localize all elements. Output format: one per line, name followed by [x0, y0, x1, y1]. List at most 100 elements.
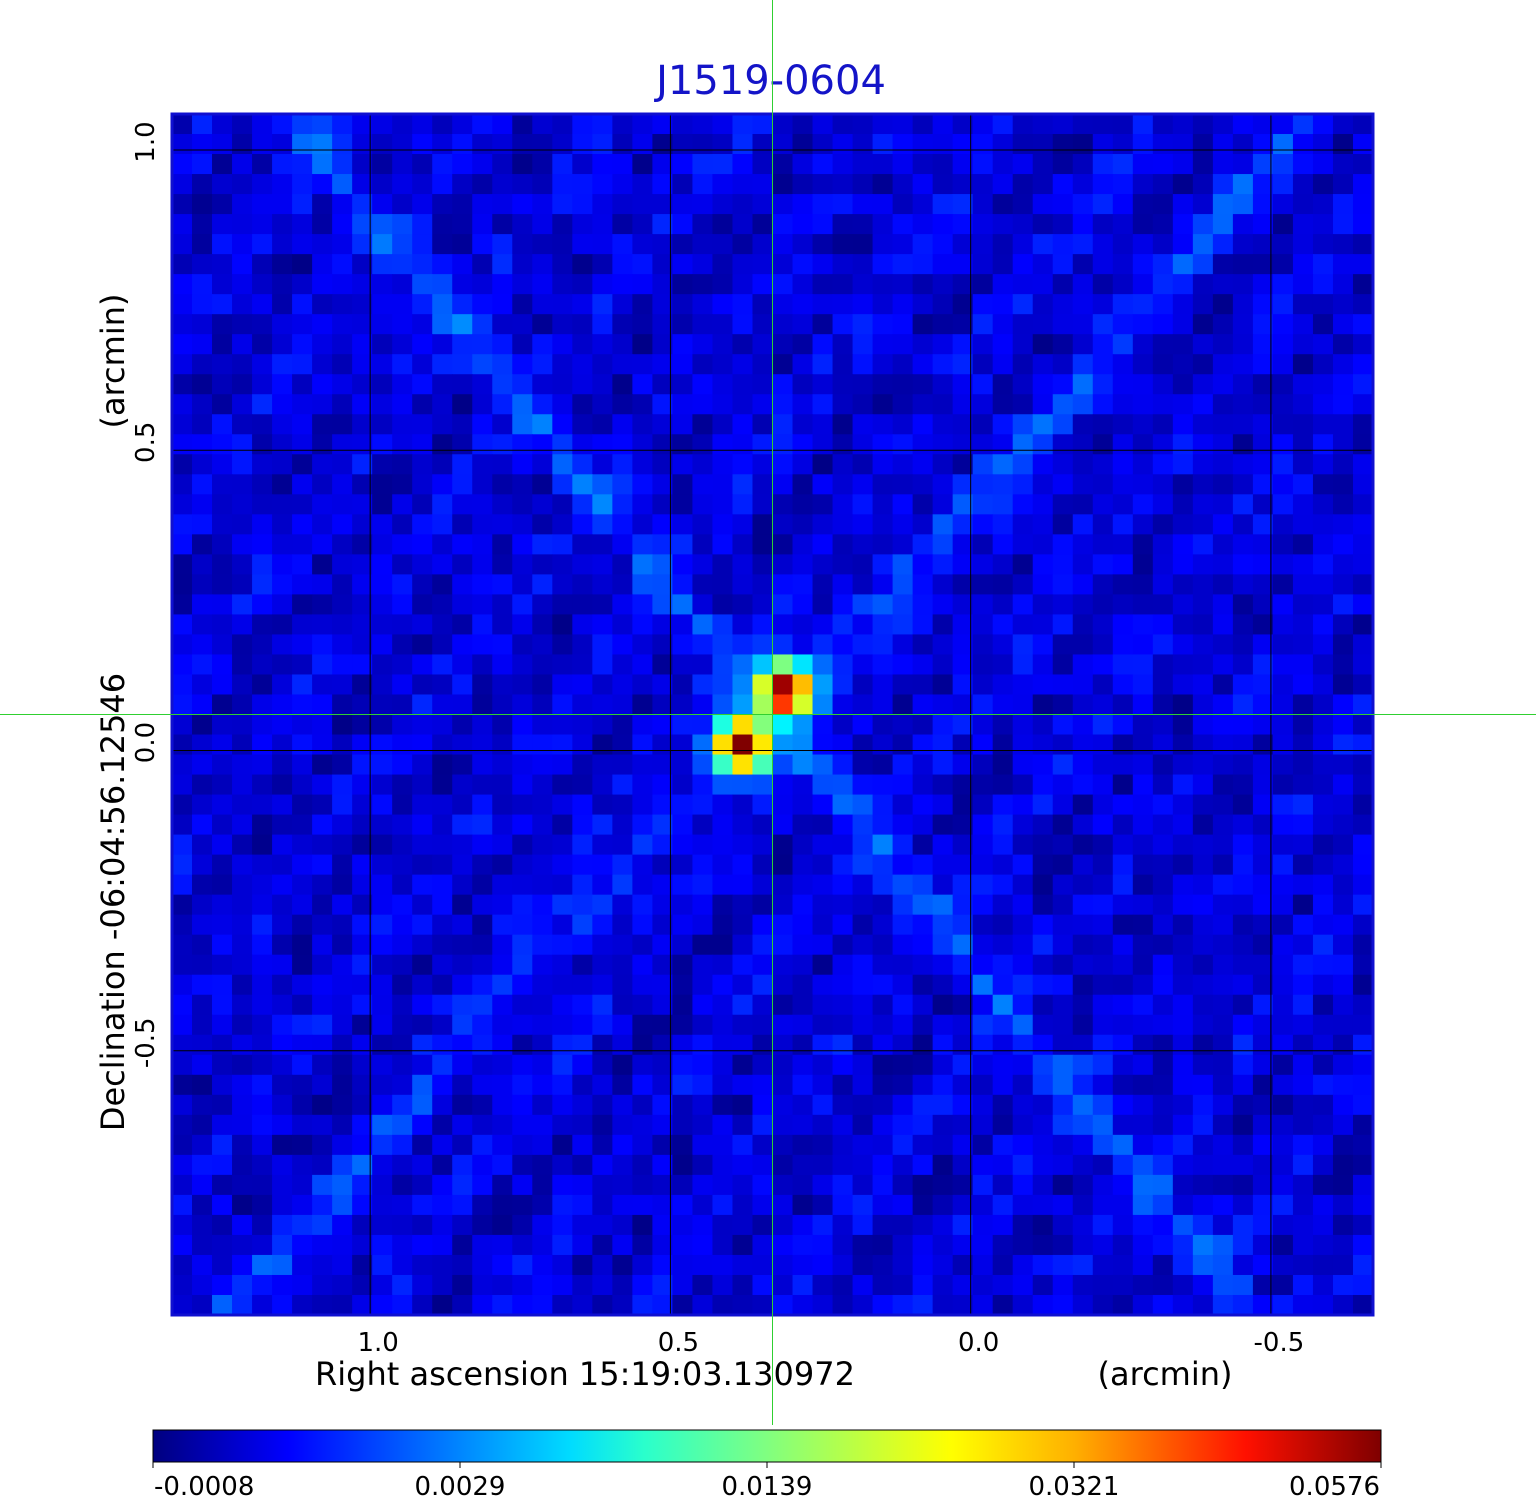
image-pixel	[1252, 1174, 1274, 1196]
image-pixel	[892, 1214, 914, 1236]
image-pixel	[992, 554, 1014, 575]
image-pixel	[692, 314, 714, 335]
image-pixel	[652, 114, 674, 135]
image-pixel	[852, 714, 874, 736]
image-pixel	[912, 394, 934, 415]
image-pixel	[612, 934, 633, 956]
image-pixel	[632, 454, 653, 475]
image-pixel	[592, 274, 613, 295]
image-pixel	[612, 714, 633, 736]
image-pixel	[972, 314, 994, 335]
image-pixel	[452, 1194, 473, 1216]
image-pixel	[1252, 834, 1274, 856]
image-pixel	[732, 1094, 754, 1116]
image-pixel	[612, 1194, 633, 1216]
image-pixel	[432, 914, 453, 936]
image-pixel	[792, 574, 814, 595]
image-pixel	[632, 1034, 653, 1056]
image-pixel	[1272, 994, 1294, 1016]
image-pixel	[932, 434, 954, 455]
image-pixel	[352, 374, 373, 395]
image-pixel	[1072, 594, 1094, 616]
image-pixel	[1192, 1254, 1214, 1276]
image-pixel	[872, 134, 894, 155]
image-pixel	[412, 314, 433, 335]
image-pixel	[1072, 1074, 1094, 1096]
image-pixel	[1292, 274, 1314, 295]
image-pixel	[1052, 454, 1074, 475]
image-pixel	[1272, 774, 1294, 796]
image-pixel	[972, 1254, 994, 1276]
image-pixel	[992, 854, 1014, 876]
image-pixel	[952, 1034, 974, 1056]
image-pixel	[812, 1174, 834, 1196]
image-pixel	[1132, 614, 1154, 636]
image-pixel	[1332, 674, 1354, 696]
image-pixel	[592, 1014, 613, 1036]
image-pixel	[1172, 1034, 1194, 1056]
image-pixel	[1212, 874, 1234, 896]
image-pixel	[692, 674, 714, 696]
image-pixel	[1212, 1054, 1234, 1076]
image-pixel	[692, 254, 714, 275]
image-pixel	[292, 794, 313, 816]
image-pixel	[492, 994, 513, 1016]
image-pixel	[352, 474, 373, 495]
image-pixel	[1092, 354, 1114, 375]
image-pixel	[1272, 854, 1294, 876]
image-pixel	[392, 754, 413, 776]
image-pixel	[992, 114, 1014, 135]
image-pixel	[952, 214, 974, 235]
image-pixel	[512, 694, 533, 716]
image-pixel	[432, 1214, 453, 1236]
image-pixel	[912, 854, 934, 876]
image-pixel	[492, 354, 513, 375]
image-pixel	[212, 214, 233, 235]
image-pixel	[1272, 114, 1294, 135]
image-pixel	[1312, 1014, 1334, 1036]
image-pixel	[1232, 874, 1254, 896]
image-pixel	[272, 394, 293, 415]
image-pixel	[1032, 514, 1054, 535]
image-pixel	[1312, 894, 1334, 916]
image-pixel	[1232, 174, 1254, 195]
image-pixel	[312, 434, 333, 455]
image-pixel	[1272, 954, 1294, 976]
image-pixel	[652, 1274, 674, 1296]
image-pixel	[232, 694, 253, 716]
image-pixel	[1232, 914, 1254, 936]
image-pixel	[232, 114, 253, 135]
image-pixel	[1212, 174, 1234, 195]
image-pixel	[372, 234, 393, 255]
image-pixel	[652, 1254, 674, 1276]
image-pixel	[272, 914, 293, 936]
image-pixel	[1032, 914, 1054, 936]
image-pixel	[772, 1214, 794, 1236]
image-pixel	[892, 1054, 914, 1076]
image-pixel	[292, 554, 313, 575]
image-pixel	[732, 1154, 754, 1176]
image-pixel	[752, 534, 774, 555]
image-pixel	[632, 994, 653, 1016]
image-pixel	[612, 234, 633, 255]
image-pixel	[512, 514, 533, 535]
image-pixel	[1052, 674, 1074, 696]
image-pixel	[1132, 894, 1154, 916]
image-pixel	[932, 1134, 954, 1156]
image-pixel	[292, 1274, 313, 1296]
image-pixel	[692, 214, 714, 235]
image-pixel	[1032, 574, 1054, 595]
image-pixel	[512, 474, 533, 495]
image-pixel	[872, 874, 894, 896]
image-pixel	[1052, 414, 1074, 435]
image-pixel	[352, 1254, 373, 1276]
image-pixel	[1152, 974, 1174, 996]
image-pixel	[332, 434, 353, 455]
image-pixel	[952, 694, 974, 716]
image-pixel	[592, 294, 613, 315]
image-pixel	[1332, 914, 1354, 936]
image-pixel	[772, 1054, 794, 1076]
image-pixel	[332, 354, 353, 375]
image-pixel	[992, 534, 1014, 555]
image-pixel	[172, 994, 193, 1016]
